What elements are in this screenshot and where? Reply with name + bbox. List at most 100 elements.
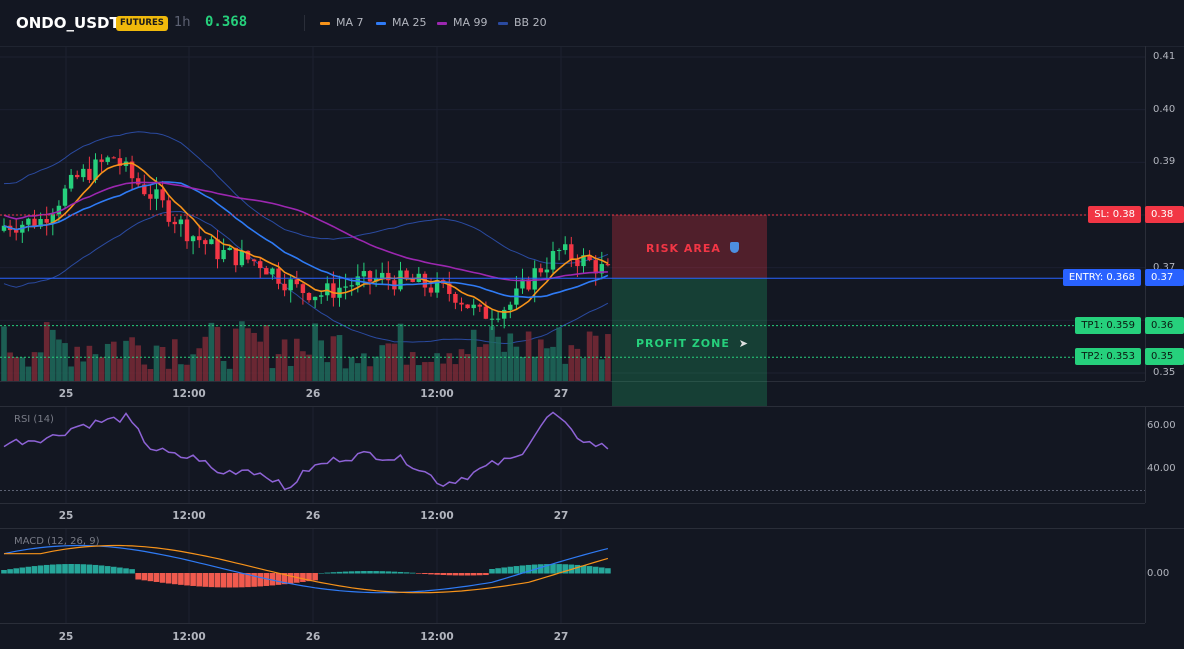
volume-bar: [135, 345, 141, 381]
rsi-axis-tick: 60.00: [1147, 420, 1176, 431]
candle-body: [203, 240, 208, 245]
candle-body: [331, 283, 336, 298]
macd-histogram-bar: [330, 572, 337, 574]
volume-bar: [141, 364, 148, 381]
macd-histogram-bar: [342, 571, 349, 574]
time-tick: 12:00: [172, 631, 206, 643]
macd-histogram-bar: [452, 573, 459, 576]
volume-bar: [202, 336, 209, 381]
main-time-axis-border: [0, 381, 1145, 382]
volume-bar: [263, 325, 270, 381]
macd-histogram-bar: [348, 571, 355, 574]
time-tick: 12:00: [420, 388, 454, 400]
macd-line: [3, 544, 609, 594]
volume-bar: [531, 356, 538, 381]
price-tick: 0.35: [1153, 367, 1176, 378]
candle-body: [26, 218, 31, 225]
rsi-axis-border: [1145, 406, 1146, 503]
sl-price-tag: 0.38: [1145, 206, 1184, 223]
macd-histogram-bar: [233, 573, 239, 588]
volume-bar: [446, 353, 453, 381]
macd-histogram-bar: [318, 573, 324, 574]
macd-histogram-bar: [159, 573, 166, 583]
volume-bar: [239, 321, 245, 381]
rsi-time-axis-border: [0, 503, 1145, 504]
volume-bar: [178, 364, 184, 381]
macd-histogram-bar: [562, 564, 568, 574]
futures-badge: FUTURES: [116, 16, 168, 31]
candle-body: [38, 218, 43, 227]
volume-bar: [580, 358, 587, 381]
legend-ma25[interactable]: MA 25: [376, 16, 427, 29]
macd-histogram-bar: [104, 566, 111, 574]
chart-header: ONDO_USDT FUTURES 1h 0.368 MA 7 MA 25 MA…: [0, 0, 1184, 47]
candle-body: [245, 250, 251, 260]
candle-body: [154, 189, 159, 199]
macd-histogram-bar: [111, 566, 117, 574]
candle-body: [258, 261, 263, 269]
macd-histogram-bar: [605, 568, 611, 574]
candle-body: [160, 189, 165, 201]
candle-body: [569, 244, 574, 260]
candle-body: [471, 304, 476, 309]
volume-bar: [92, 354, 99, 381]
candle-body: [129, 161, 135, 179]
volume-bar: [1, 326, 7, 381]
volume-bar: [25, 366, 32, 381]
volume-bar: [37, 352, 44, 381]
volume-bar: [452, 364, 459, 381]
volume-bar: [513, 346, 520, 381]
volume-bar: [409, 352, 416, 381]
candle-body: [319, 295, 324, 297]
symbol-name[interactable]: ONDO_USDT: [16, 14, 120, 32]
volume-bar: [501, 351, 507, 381]
candle-body: [575, 259, 580, 267]
volume-bar: [397, 323, 404, 381]
volume-bar: [373, 356, 379, 381]
macd-histogram-bar: [31, 566, 38, 574]
tp2-level-tag: TP2: 0.353: [1075, 348, 1141, 365]
volume-bar: [403, 364, 410, 381]
candle-body: [111, 157, 116, 159]
time-tick: 25: [58, 388, 74, 400]
macd-histogram-bar: [367, 571, 373, 574]
macd-histogram-bar: [74, 564, 80, 574]
volume-bar: [605, 334, 611, 381]
legend-ma7[interactable]: MA 7: [320, 16, 364, 29]
candle-body: [142, 184, 147, 195]
time-tick: 27: [553, 631, 569, 643]
volume-bar: [519, 356, 526, 381]
macd-histogram-bar: [519, 565, 526, 574]
legend-ma99[interactable]: MA 99: [437, 16, 488, 29]
header-divider: [304, 15, 305, 31]
ma25-swatch: [376, 21, 386, 25]
volume-bar: [245, 328, 251, 381]
macd-histogram-bar: [422, 573, 428, 575]
volume-bar: [86, 345, 93, 381]
legend-bb20[interactable]: BB 20: [498, 16, 547, 29]
volume-bar: [422, 362, 428, 381]
candle-body: [477, 304, 482, 307]
macd-histogram-bar: [123, 568, 129, 574]
volume-bar: [214, 327, 221, 381]
bb-upper-line: [3, 131, 609, 264]
candle-body: [453, 293, 458, 303]
candle-body: [495, 318, 501, 320]
volume-bar: [269, 368, 276, 381]
candle-body: [50, 214, 55, 223]
volume-bar: [361, 353, 367, 381]
macd-histogram-bar: [117, 567, 123, 574]
macd-histogram-bar: [196, 573, 202, 587]
timeframe-selector[interactable]: 1h: [174, 15, 191, 30]
candle-body: [367, 271, 373, 282]
candle-body: [410, 277, 415, 283]
macd-histogram-bar: [202, 573, 209, 587]
candle-body: [184, 219, 190, 242]
macd-histogram-bar: [391, 571, 398, 574]
volume-bar: [379, 345, 385, 381]
macd-title: MACD (12, 26, 9): [14, 536, 100, 547]
macd-histogram-bar: [19, 567, 26, 574]
volume-bar: [574, 348, 581, 381]
candle-body: [306, 293, 312, 301]
